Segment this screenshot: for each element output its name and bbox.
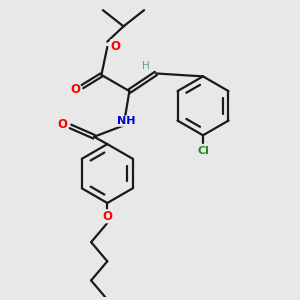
Text: O: O	[70, 83, 80, 96]
Text: Cl: Cl	[198, 146, 209, 156]
Text: O: O	[57, 118, 67, 131]
Text: H: H	[142, 61, 149, 71]
Text: NH: NH	[117, 116, 136, 126]
Text: O: O	[110, 40, 121, 53]
Text: O: O	[102, 210, 112, 223]
